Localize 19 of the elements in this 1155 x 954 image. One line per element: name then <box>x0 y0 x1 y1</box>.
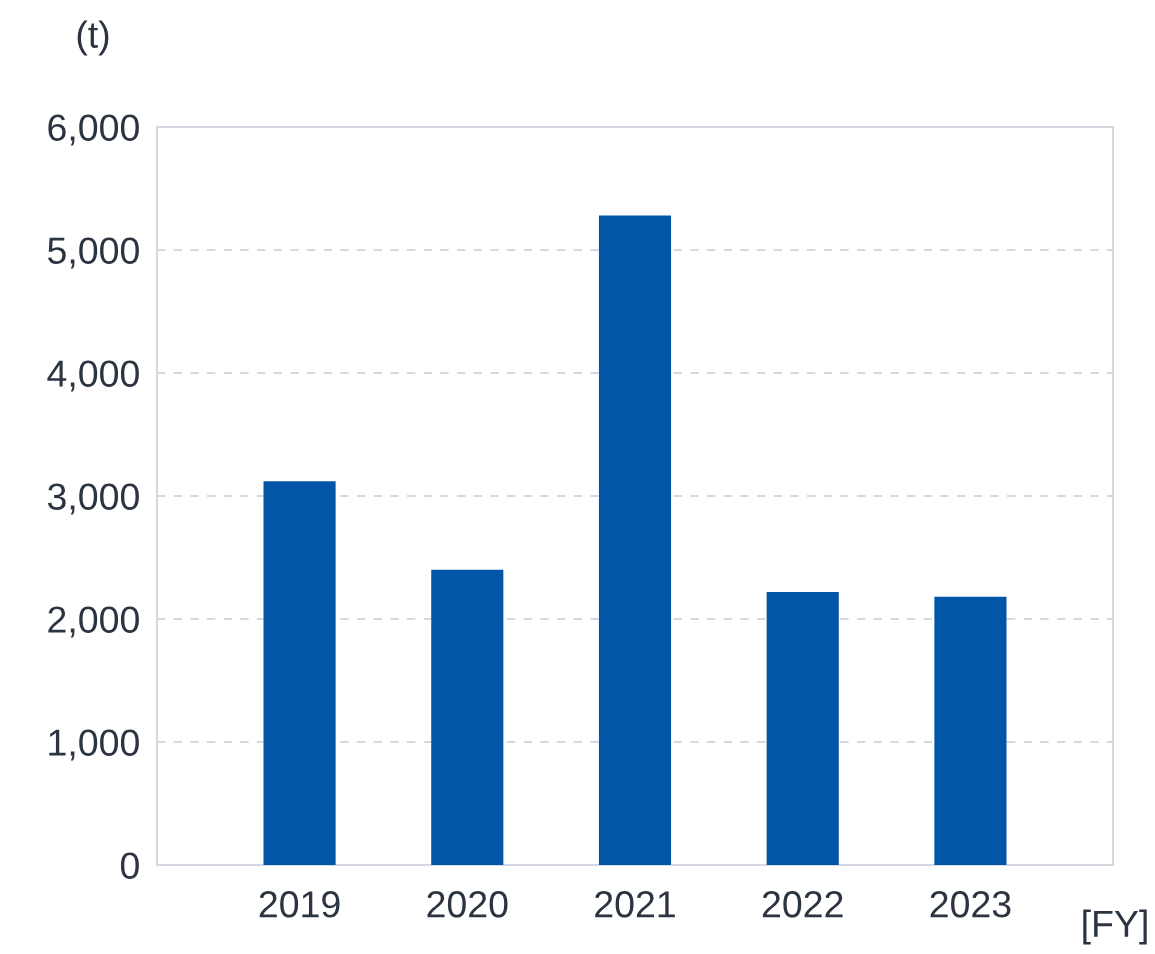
bar <box>598 215 672 865</box>
y-tick-label: 3,000 <box>47 483 139 515</box>
x-tick-label: 2020 <box>427 890 508 918</box>
y-tick-label: 4,000 <box>47 360 139 392</box>
bar <box>766 591 839 865</box>
bar <box>431 569 504 865</box>
y-tick-label: 5,000 <box>48 237 139 269</box>
y-tick-label: 0 <box>120 852 139 879</box>
bar <box>263 481 336 865</box>
bar <box>934 596 1007 865</box>
y-tick-label: 1,000 <box>49 729 139 761</box>
x-tick-label: 2019 <box>259 890 340 918</box>
x-tick-label: 2023 <box>930 890 1011 918</box>
x-tick-label: 2022 <box>762 890 843 918</box>
y-tick-label: 6,000 <box>48 114 139 146</box>
y-axis-title: (t) <box>77 20 109 56</box>
x-axis-title: [FY] <box>1083 909 1147 945</box>
y-tick-label: 2,000 <box>48 606 139 638</box>
x-tick-label: 2021 <box>595 890 675 918</box>
